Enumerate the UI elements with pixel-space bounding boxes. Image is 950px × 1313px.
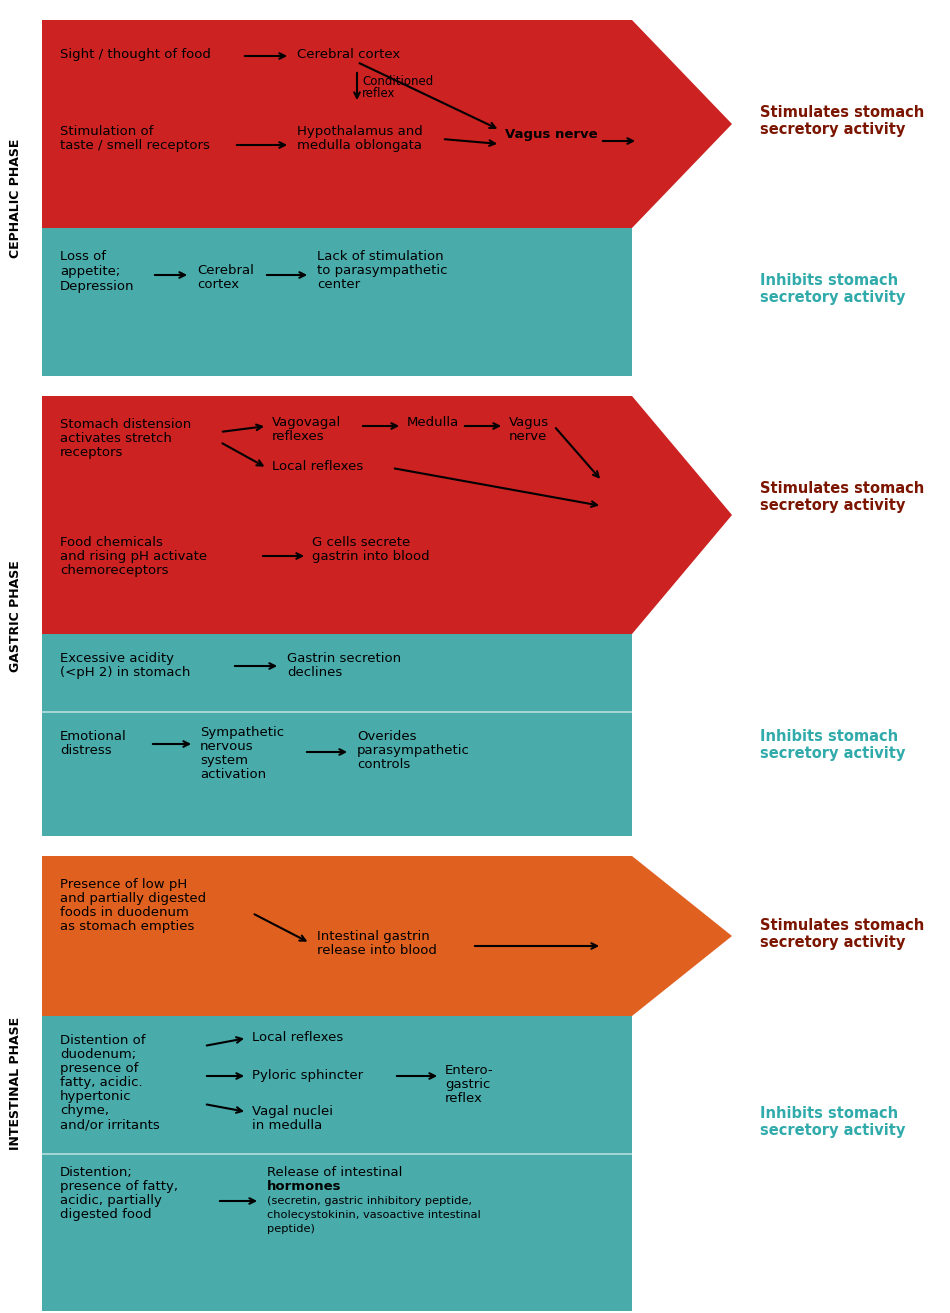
- Text: Distention;: Distention;: [60, 1166, 133, 1179]
- Text: Entero-: Entero-: [445, 1064, 494, 1077]
- Text: secretory activity: secretory activity: [760, 498, 905, 513]
- Text: Distention of: Distention of: [60, 1035, 145, 1046]
- Text: INTESTINAL PHASE: INTESTINAL PHASE: [10, 1018, 23, 1150]
- Text: Intestinal gastrin: Intestinal gastrin: [317, 930, 429, 943]
- Text: secretory activity: secretory activity: [760, 290, 905, 305]
- Text: in medulla: in medulla: [252, 1119, 322, 1132]
- Text: secretory activity: secretory activity: [760, 122, 905, 137]
- Text: Inhibits stomach: Inhibits stomach: [760, 273, 898, 288]
- Text: reflexes: reflexes: [272, 429, 325, 442]
- Text: Local reflexes: Local reflexes: [272, 460, 363, 473]
- Text: as stomach empties: as stomach empties: [60, 920, 195, 934]
- Text: Gastrin secretion: Gastrin secretion: [287, 653, 401, 664]
- Text: gastrin into blood: gastrin into blood: [312, 550, 429, 563]
- Text: acidic, partially: acidic, partially: [60, 1194, 162, 1207]
- Text: taste / smell receptors: taste / smell receptors: [60, 139, 210, 152]
- Text: gastric: gastric: [445, 1078, 490, 1091]
- Text: hormones: hormones: [267, 1180, 341, 1194]
- Text: Release of intestinal: Release of intestinal: [267, 1166, 403, 1179]
- Text: nervous: nervous: [200, 741, 254, 752]
- Text: Emotional: Emotional: [60, 730, 126, 743]
- Text: cholecystokinin, vasoactive intestinal: cholecystokinin, vasoactive intestinal: [267, 1211, 481, 1220]
- Text: Vagovagal: Vagovagal: [272, 416, 341, 429]
- Text: Vagus: Vagus: [509, 416, 549, 429]
- Text: Sympathetic: Sympathetic: [200, 726, 284, 739]
- Text: Vagus nerve: Vagus nerve: [505, 127, 598, 140]
- Text: cortex: cortex: [197, 278, 239, 291]
- Bar: [42, 228, 632, 376]
- Text: center: center: [317, 278, 360, 291]
- Text: digested food: digested food: [60, 1208, 152, 1221]
- Text: secretory activity: secretory activity: [760, 746, 905, 762]
- Text: medulla oblongata: medulla oblongata: [297, 139, 422, 152]
- Text: Vagal nuclei: Vagal nuclei: [252, 1106, 333, 1117]
- Text: Depression: Depression: [60, 280, 135, 293]
- Text: duodenum;: duodenum;: [60, 1048, 136, 1061]
- Text: reflex: reflex: [445, 1092, 483, 1106]
- Text: Sight / thought of food: Sight / thought of food: [60, 49, 211, 60]
- Text: peptide): peptide): [267, 1224, 314, 1234]
- Text: Local reflexes: Local reflexes: [252, 1031, 343, 1044]
- Polygon shape: [42, 20, 732, 228]
- Text: nerve: nerve: [509, 429, 547, 442]
- Polygon shape: [42, 397, 732, 634]
- Text: Stimulation of: Stimulation of: [60, 125, 153, 138]
- Text: Presence of low pH: Presence of low pH: [60, 878, 187, 892]
- Text: Hypothalamus and: Hypothalamus and: [297, 125, 423, 138]
- Text: and partially digested: and partially digested: [60, 892, 206, 905]
- Text: parasympathetic: parasympathetic: [357, 744, 470, 758]
- Text: foods in duodenum: foods in duodenum: [60, 906, 189, 919]
- Text: reflex: reflex: [362, 87, 395, 100]
- Text: Overides: Overides: [357, 730, 416, 743]
- Text: receptors: receptors: [60, 446, 124, 460]
- Text: Conditioned: Conditioned: [362, 75, 433, 88]
- Text: Loss of: Loss of: [60, 249, 106, 263]
- Text: activates stretch: activates stretch: [60, 432, 172, 445]
- Text: Excessive acidity: Excessive acidity: [60, 653, 174, 664]
- Text: chyme,: chyme,: [60, 1104, 109, 1117]
- Text: Cerebral: Cerebral: [197, 264, 254, 277]
- Text: presence of: presence of: [60, 1062, 139, 1075]
- Text: Stimulates stomach: Stimulates stomach: [760, 105, 924, 119]
- Bar: [42, 634, 632, 836]
- Text: release into blood: release into blood: [317, 944, 437, 957]
- Text: G cells secrete: G cells secrete: [312, 536, 410, 549]
- Text: controls: controls: [357, 758, 410, 771]
- Text: secretory activity: secretory activity: [760, 1123, 905, 1138]
- Text: Inhibits stomach: Inhibits stomach: [760, 1106, 898, 1121]
- Text: Stimulates stomach: Stimulates stomach: [760, 918, 924, 934]
- Text: Food chemicals: Food chemicals: [60, 536, 162, 549]
- Text: to parasympathetic: to parasympathetic: [317, 264, 447, 277]
- Text: distress: distress: [60, 744, 112, 758]
- Polygon shape: [42, 856, 732, 1016]
- Bar: [42, 1016, 632, 1310]
- Text: Cerebral cortex: Cerebral cortex: [297, 49, 400, 60]
- Text: fatty, acidic.: fatty, acidic.: [60, 1075, 142, 1088]
- Text: appetite;: appetite;: [60, 265, 121, 278]
- Text: (<pH 2) in stomach: (<pH 2) in stomach: [60, 666, 190, 679]
- Text: Stomach distension: Stomach distension: [60, 418, 191, 431]
- Text: GASTRIC PHASE: GASTRIC PHASE: [10, 561, 23, 672]
- Text: presence of fatty,: presence of fatty,: [60, 1180, 178, 1194]
- Text: and rising pH activate: and rising pH activate: [60, 550, 207, 563]
- Text: secretory activity: secretory activity: [760, 935, 905, 951]
- Text: system: system: [200, 754, 248, 767]
- Text: Stimulates stomach: Stimulates stomach: [760, 481, 924, 496]
- Text: CEPHALIC PHASE: CEPHALIC PHASE: [10, 138, 23, 257]
- Text: (secretin, gastric inhibitory peptide,: (secretin, gastric inhibitory peptide,: [267, 1196, 472, 1207]
- Text: Inhibits stomach: Inhibits stomach: [760, 729, 898, 744]
- Text: Pyloric sphincter: Pyloric sphincter: [252, 1069, 363, 1082]
- Text: chemoreceptors: chemoreceptors: [60, 565, 168, 576]
- Text: Lack of stimulation: Lack of stimulation: [317, 249, 444, 263]
- Text: hypertonic: hypertonic: [60, 1090, 132, 1103]
- Text: declines: declines: [287, 666, 342, 679]
- Text: activation: activation: [200, 768, 266, 781]
- Text: and/or irritants: and/or irritants: [60, 1117, 160, 1130]
- Text: Medulla: Medulla: [407, 416, 459, 429]
